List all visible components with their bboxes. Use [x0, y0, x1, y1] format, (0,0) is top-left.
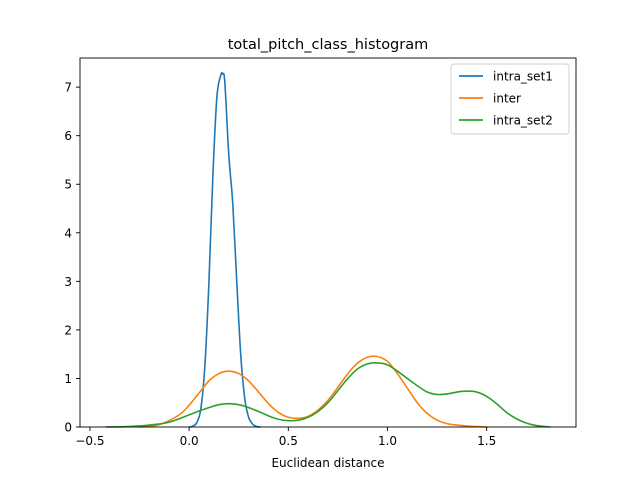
y-tick-label: 3: [64, 275, 72, 289]
legend-label-intra-set1: intra_set1: [493, 70, 553, 84]
legend-label-intra-set2: intra_set2: [493, 114, 553, 128]
y-axis-ticks: 0 1 2 3 4 5 6 7: [64, 81, 80, 435]
plot-lines: [105, 71, 551, 428]
y-tick-label: 5: [64, 178, 72, 192]
y-tick-label: 0: [64, 421, 72, 435]
y-tick-label: 4: [64, 226, 72, 240]
series-line-intra-set1: [188, 71, 261, 428]
x-tick-label: 1.5: [477, 434, 496, 448]
x-tick-label: 0.5: [279, 434, 298, 448]
y-tick-label: 7: [64, 81, 72, 95]
y-tick-label: 2: [64, 323, 72, 337]
axes: [79, 57, 577, 428]
x-axis-ticks: −0.5 0.0 0.5 1.0 1.5: [75, 427, 496, 448]
x-tick-label: −0.5: [75, 434, 104, 448]
legend-label-inter: inter: [493, 92, 521, 106]
series-line-inter: [139, 355, 487, 428]
axes-frame: [79, 57, 577, 428]
series-line-intra-set2: [105, 362, 551, 428]
y-tick-label: 6: [64, 129, 72, 143]
y-tick-label: 1: [64, 372, 72, 386]
x-axis-label: Euclidean distance: [271, 456, 384, 470]
x-tick-label: 1.0: [378, 434, 397, 448]
x-tick-label: 0.0: [180, 434, 199, 448]
legend-box: [450, 63, 570, 135]
chart-title: total_pitch_class_histogram: [228, 37, 429, 53]
